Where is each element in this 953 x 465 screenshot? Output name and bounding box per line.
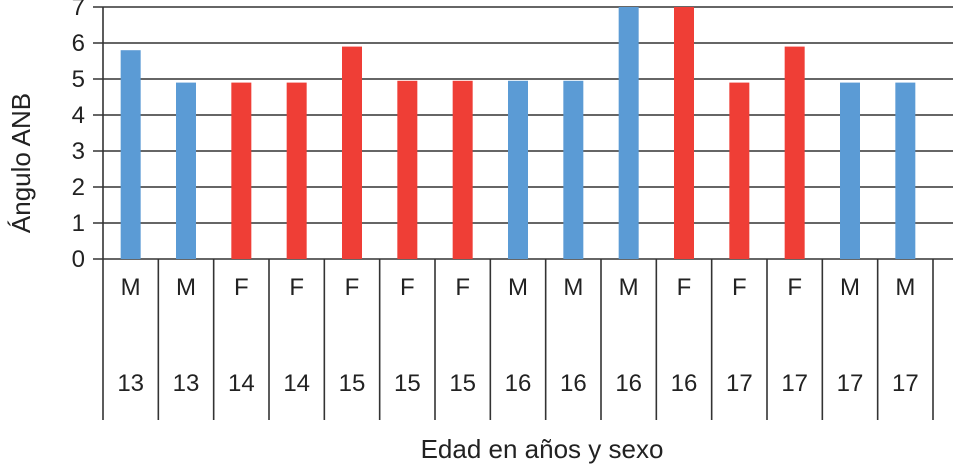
x-axis-title: Edad en años y sexo (421, 434, 664, 464)
sex-label: F (400, 274, 415, 301)
sex-label: F (677, 274, 692, 301)
sex-label: F (345, 274, 360, 301)
age-label: 17 (837, 370, 864, 397)
bar (397, 80, 418, 259)
sex-label: M (508, 274, 528, 301)
bar (563, 80, 584, 259)
sex-label: F (289, 274, 304, 301)
bar (618, 7, 639, 259)
sex-label: F (787, 274, 802, 301)
bar (286, 82, 307, 259)
bar (342, 46, 362, 259)
category-table: M 13 M 13 F 14 F 14 F 15 F 15 F 15 M 16 M 16 M 16 F 16 F 17 F 17 M… (102, 259, 934, 420)
sex-label: F (732, 274, 747, 301)
bar (784, 46, 805, 259)
age-label: 14 (228, 370, 255, 397)
sex-label: M (619, 274, 639, 301)
sex-label: M (121, 274, 141, 301)
bar (231, 82, 252, 259)
age-label: 17 (726, 370, 753, 397)
sex-label: M (840, 274, 860, 301)
bar (729, 82, 750, 259)
y-tick-label: 7 (72, 0, 85, 21)
age-label: 17 (781, 370, 808, 397)
age-label: 14 (283, 370, 310, 397)
sex-label: F (455, 274, 470, 301)
y-tick-label: 1 (72, 210, 85, 237)
age-label: 15 (339, 370, 366, 397)
bars (120, 7, 916, 260)
age-label: 15 (449, 370, 476, 397)
bar (840, 82, 860, 259)
age-label: 17 (892, 370, 919, 397)
y-tick-label: 4 (72, 102, 85, 129)
bar (674, 7, 694, 259)
y-tick-label: 2 (72, 174, 85, 201)
y-tick-label: 3 (72, 138, 85, 165)
age-label: 16 (615, 370, 642, 397)
sex-label: M (176, 274, 196, 301)
y-tick-labels: 0 1 2 3 4 5 6 7 (72, 0, 85, 273)
bar (176, 82, 196, 259)
bar (120, 50, 141, 260)
age-label: 13 (173, 370, 200, 397)
age-label: 16 (505, 370, 532, 397)
age-label: 16 (671, 370, 698, 397)
y-axis-title: Ángulo ANB (6, 93, 36, 233)
bar (895, 82, 916, 259)
age-label: 13 (117, 370, 144, 397)
age-label: 16 (560, 370, 587, 397)
age-label: 15 (394, 370, 421, 397)
sex-label: M (563, 274, 583, 301)
bar (452, 80, 473, 259)
sex-label: M (895, 274, 915, 301)
y-tick-label: 5 (72, 66, 85, 93)
y-tick-label: 6 (72, 30, 85, 57)
bar (508, 80, 528, 259)
y-tick-label: 0 (72, 246, 85, 273)
sex-label: F (234, 274, 249, 301)
